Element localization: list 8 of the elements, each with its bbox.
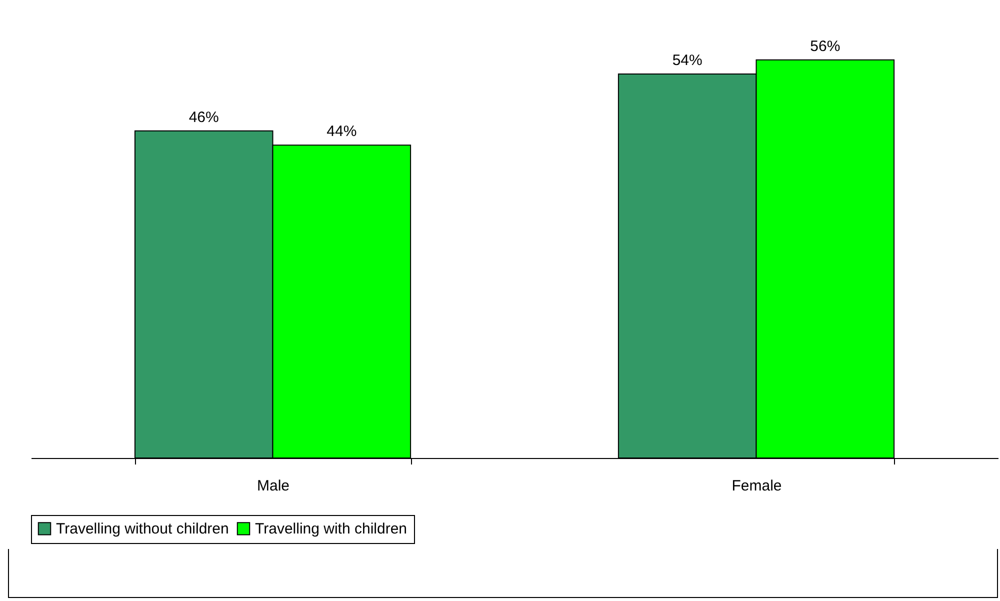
data-label: 46%	[188, 108, 219, 126]
data-label: 56%	[810, 38, 840, 55]
legend-label: Travelling without children	[56, 520, 229, 538]
data-label: 44%	[326, 123, 357, 140]
x-tick-label: Female	[732, 478, 782, 494]
x-tick-label: Male	[256, 478, 290, 494]
legend-label: Travelling with children	[255, 520, 408, 538]
data-label: 54%	[672, 52, 702, 70]
